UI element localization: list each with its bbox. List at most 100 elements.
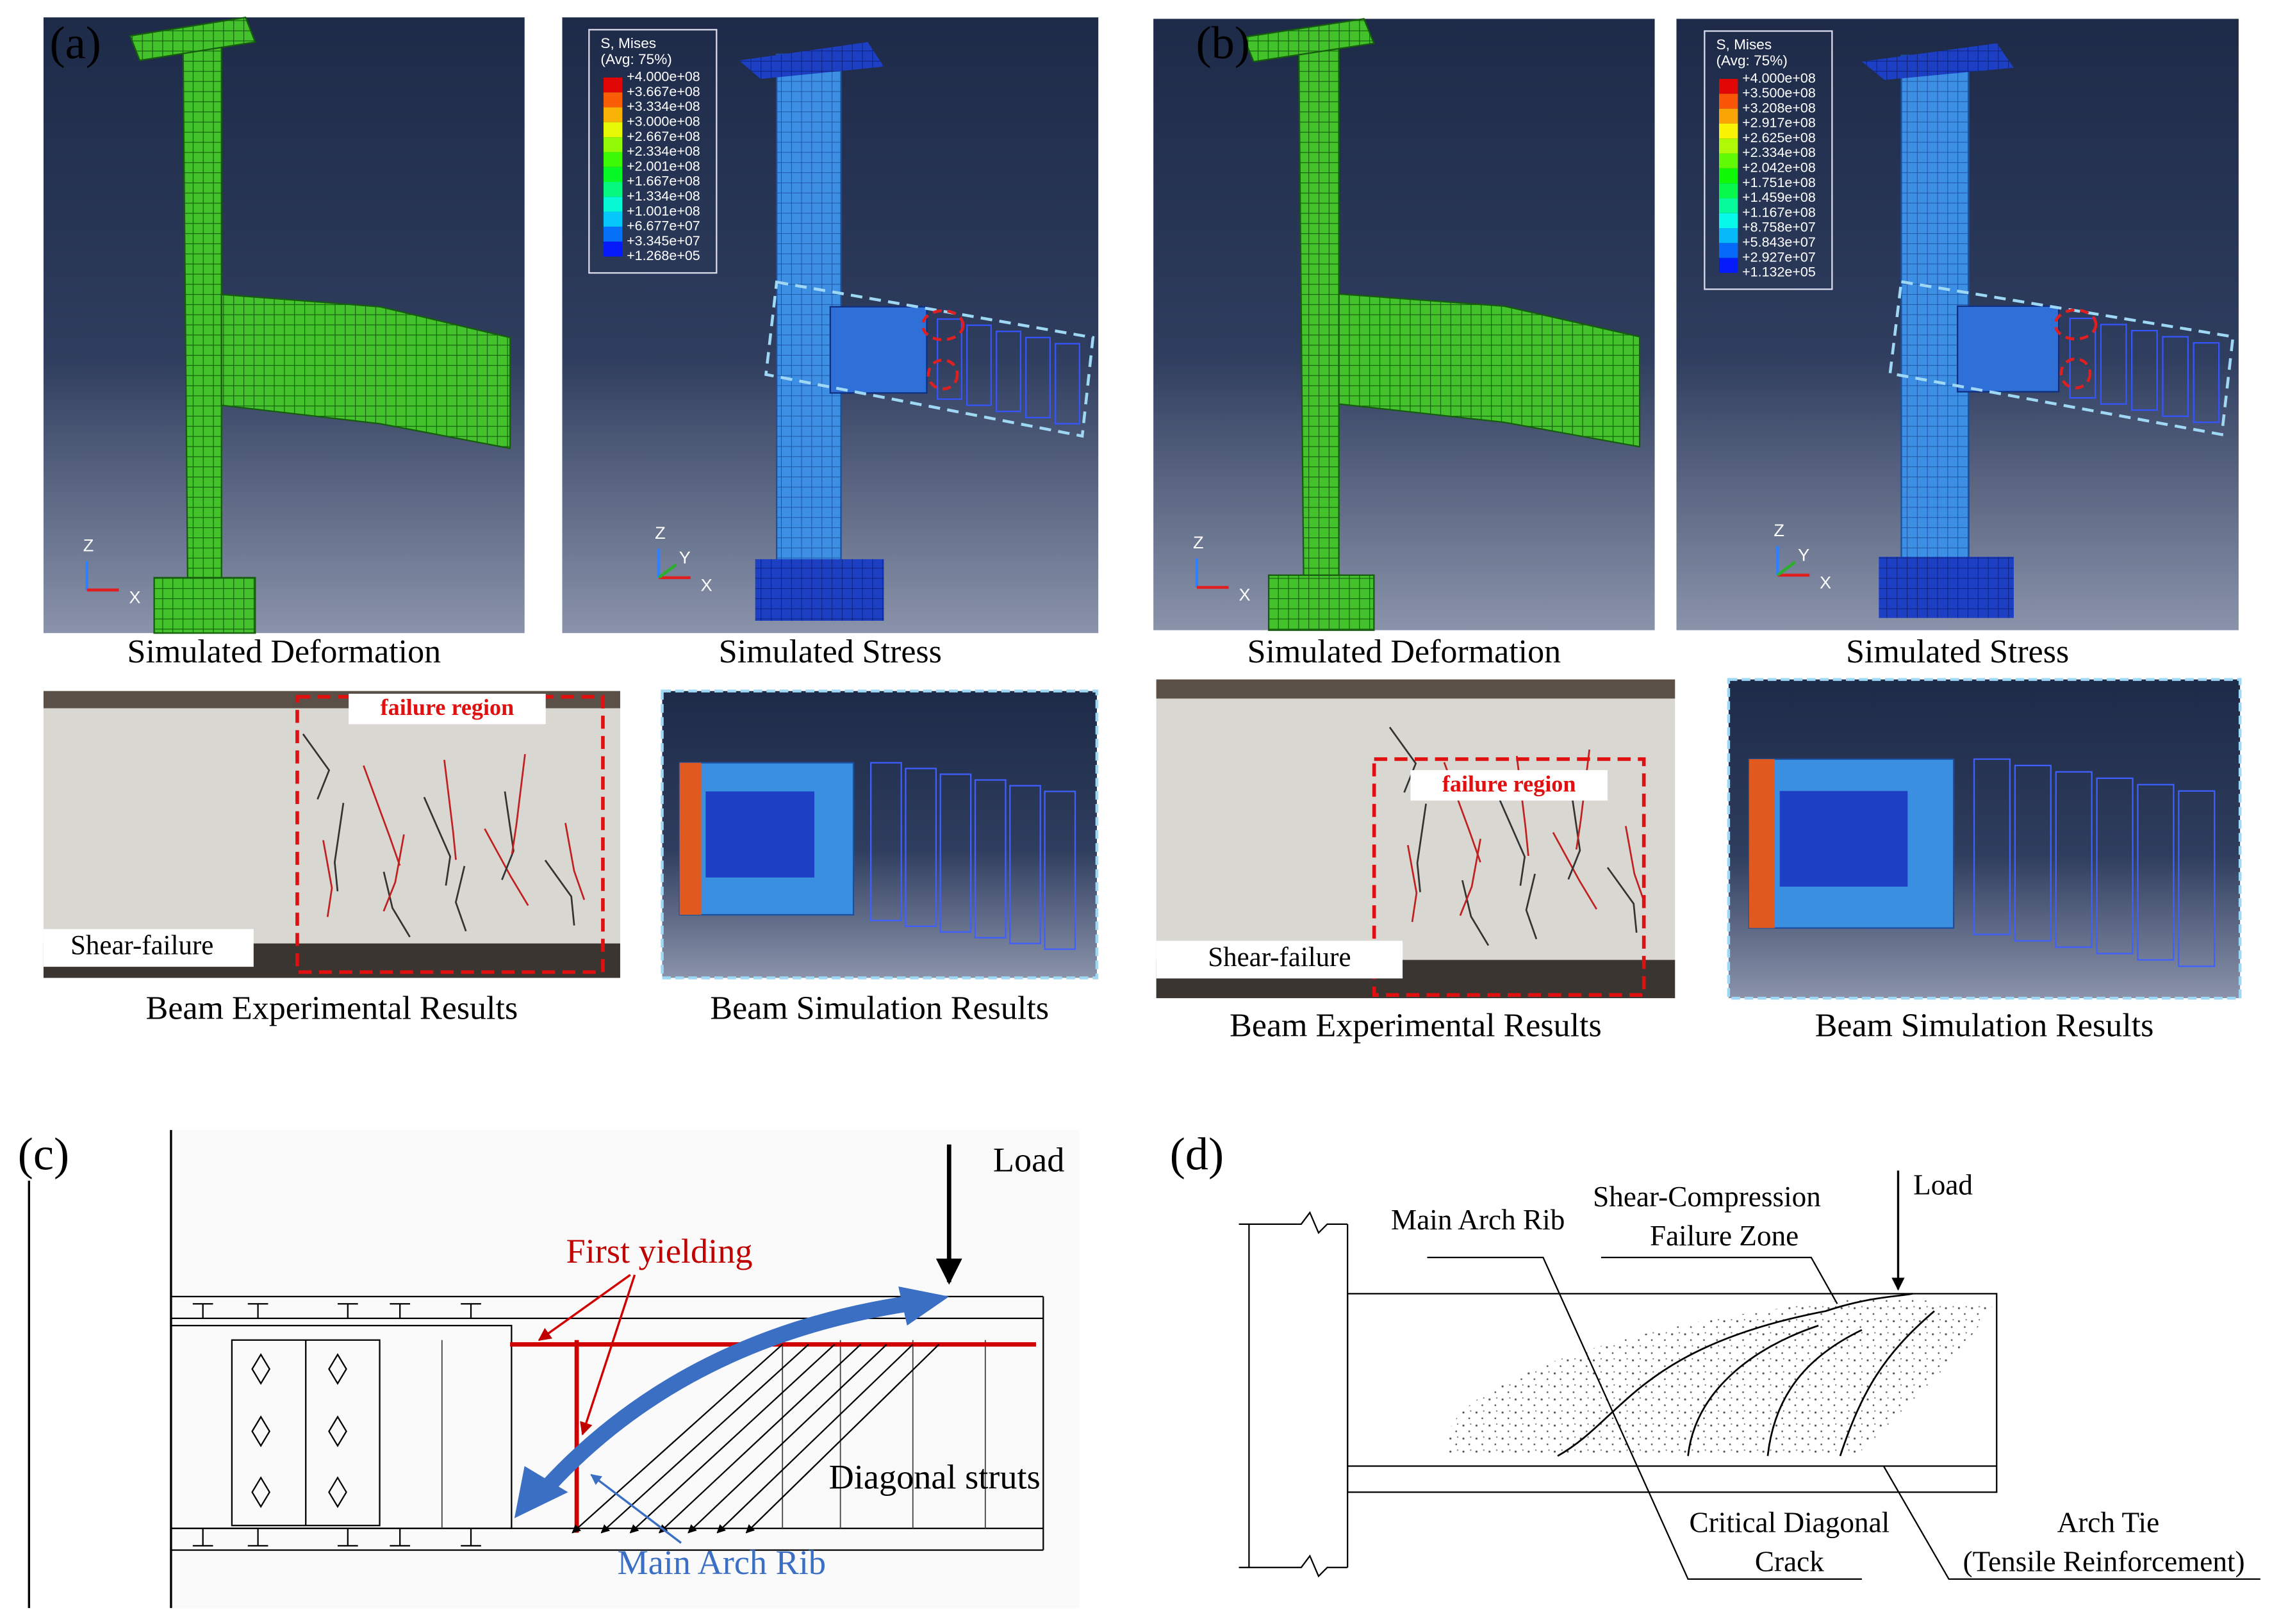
stirrup (2137, 783, 2175, 961)
stud (461, 1303, 481, 1318)
arch-label: Main Arch Rib (1391, 1204, 1565, 1236)
legend-swatch (1718, 153, 1738, 168)
panel-label: (d) (1170, 1129, 1224, 1180)
caption: Simulated Stress (1846, 634, 2069, 670)
beam-core (1779, 791, 1908, 887)
legend-swatch (1718, 138, 1738, 154)
legend-swatch (1718, 213, 1738, 229)
crack (1687, 1324, 1819, 1456)
stirrup (2162, 336, 2189, 417)
caption: Simulated Deformation (128, 634, 441, 670)
legend-value: +1.167e+08 (1742, 204, 1816, 220)
beam-panel (1957, 305, 2060, 393)
axis-label: Z (1774, 520, 1784, 540)
stirrup (905, 767, 937, 927)
legend-swatch (603, 226, 623, 242)
flange-hot (679, 762, 702, 915)
failure-mode: Shear-failure (70, 931, 213, 961)
legend-value: +3.345e+07 (627, 233, 700, 249)
stud (247, 1528, 268, 1547)
top-plate (1242, 18, 1375, 63)
legend-value: +2.042e+08 (1742, 160, 1816, 176)
legend-title: S, Mises (1716, 37, 1772, 53)
mode-label-bg (43, 929, 254, 967)
stirrup (966, 324, 992, 406)
legend-swatch (1718, 123, 1738, 139)
crack (334, 803, 345, 892)
stirrup (937, 318, 962, 400)
legend-value: +2.334e+08 (627, 144, 700, 159)
legend-swatch (1718, 258, 1738, 273)
axis-label: X (701, 575, 712, 595)
legend-value: +2.001e+08 (627, 158, 700, 174)
axis-label: Z (83, 535, 94, 555)
bolt (328, 1476, 347, 1509)
crack-label: Critical Diagonal (1690, 1507, 1890, 1539)
crack (1459, 839, 1481, 916)
legend-swatch (603, 152, 623, 167)
base-plate (755, 559, 884, 621)
caption: Simulated Stress (719, 634, 942, 670)
stirrup (2131, 329, 2158, 411)
axis-arrow (657, 563, 677, 579)
region-label-bg (1410, 770, 1608, 801)
crack (484, 828, 529, 906)
pointer (580, 1274, 636, 1436)
legend-value: +4.000e+08 (627, 69, 700, 85)
stud (337, 1303, 358, 1318)
stirrup (870, 762, 902, 922)
crack (1552, 832, 1597, 910)
legend-value: +2.927e+07 (1742, 249, 1816, 265)
legend-swatch (603, 92, 623, 108)
zone-label: Failure Zone (1650, 1220, 1799, 1252)
crack-label: Crack (1755, 1546, 1824, 1578)
legend-value: +5.843e+07 (1742, 234, 1816, 250)
legend-swatch (1718, 94, 1738, 109)
caption: Beam Experimental Results (1230, 1008, 1602, 1044)
stud (390, 1528, 411, 1547)
crack (454, 865, 467, 932)
legend-swatch (1718, 228, 1738, 243)
beam (220, 293, 511, 450)
legend-value: +2.334e+08 (1742, 145, 1816, 160)
legend-swatch (1718, 198, 1738, 213)
legend-swatch (603, 242, 623, 257)
crack (363, 765, 401, 866)
panel-label: (a) (50, 17, 101, 69)
legend-value: +1.459e+08 (1742, 190, 1816, 205)
legend-value: +3.500e+08 (1742, 85, 1816, 101)
caption: Beam Simulation Results (1815, 1008, 2154, 1044)
stirrup (1055, 343, 1081, 425)
strut (629, 1343, 836, 1534)
crack (443, 759, 457, 860)
legend-box (588, 29, 718, 274)
legend-value: +2.667e+08 (627, 129, 700, 144)
legend-value: +3.334e+08 (627, 99, 700, 114)
column (182, 35, 222, 603)
diagram-bg (170, 1129, 1080, 1609)
panel-label: (c) (18, 1129, 69, 1180)
bolt (328, 1353, 347, 1385)
leader (1601, 1256, 1838, 1304)
crack (1416, 803, 1427, 892)
legend-swatch (603, 107, 623, 122)
crack (544, 860, 575, 926)
highlight-box (764, 280, 1095, 438)
stirrup (2055, 771, 2093, 948)
load-label: Load (993, 1140, 1065, 1179)
pointer (590, 1473, 682, 1544)
flange-hot (1749, 759, 1775, 928)
beam-core (705, 791, 814, 878)
crack (383, 871, 411, 938)
strut (600, 1343, 809, 1534)
legend-value: +1.132e+05 (1742, 265, 1816, 280)
legend-swatch (603, 122, 623, 138)
top-plate (1862, 43, 2014, 80)
stirrup (2100, 324, 2127, 405)
tie-label: Arch Tie (2057, 1507, 2160, 1539)
strut (716, 1343, 914, 1534)
bolt (251, 1415, 271, 1448)
legend-swatch (603, 182, 623, 197)
legend-value: +1.268e+05 (627, 248, 700, 263)
